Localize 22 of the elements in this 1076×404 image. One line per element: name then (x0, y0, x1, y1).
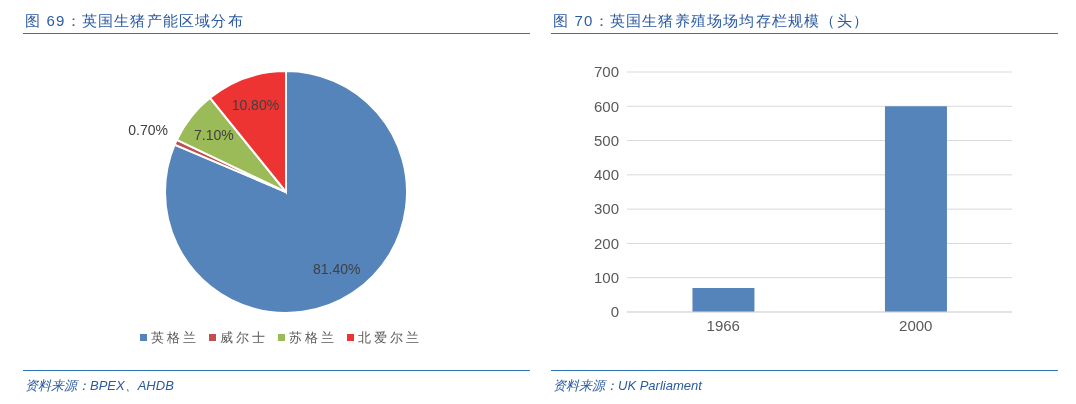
y-tick-label: 100 (593, 269, 619, 287)
x-tick-label: 1966 (706, 316, 740, 334)
data-label: 10.80% (231, 97, 280, 114)
legend-label: 北爱尔兰 (358, 330, 422, 345)
y-tick-label: 300 (593, 200, 619, 218)
data-label: 0.70% (128, 121, 168, 138)
x-tick-label: 2000 (899, 316, 933, 334)
text: 资料来源：BPEX、AHDB (25, 377, 174, 395)
legend-label: 苏格兰 (289, 330, 337, 345)
y-tick-label: 700 (593, 63, 619, 81)
y-tick-label: 400 (593, 166, 619, 184)
data-label: 7.10% (194, 126, 234, 143)
y-tick-label: 200 (593, 234, 619, 252)
chart-title: 图 70：英国生猪养殖场场均存栏规模（头） (553, 12, 870, 31)
y-tick-label: 600 (593, 97, 619, 115)
y-tick-label: 0 (610, 303, 619, 321)
text: 资料来源：UK Parliament (553, 377, 702, 395)
legend-label: 英格兰 (151, 330, 199, 345)
data-label: 81.40% (312, 260, 361, 277)
legend-label: 威尔士 (220, 330, 268, 345)
chart-title: 图 69：英国生猪产能区域分布 (25, 12, 244, 31)
y-tick-label: 500 (593, 131, 619, 149)
